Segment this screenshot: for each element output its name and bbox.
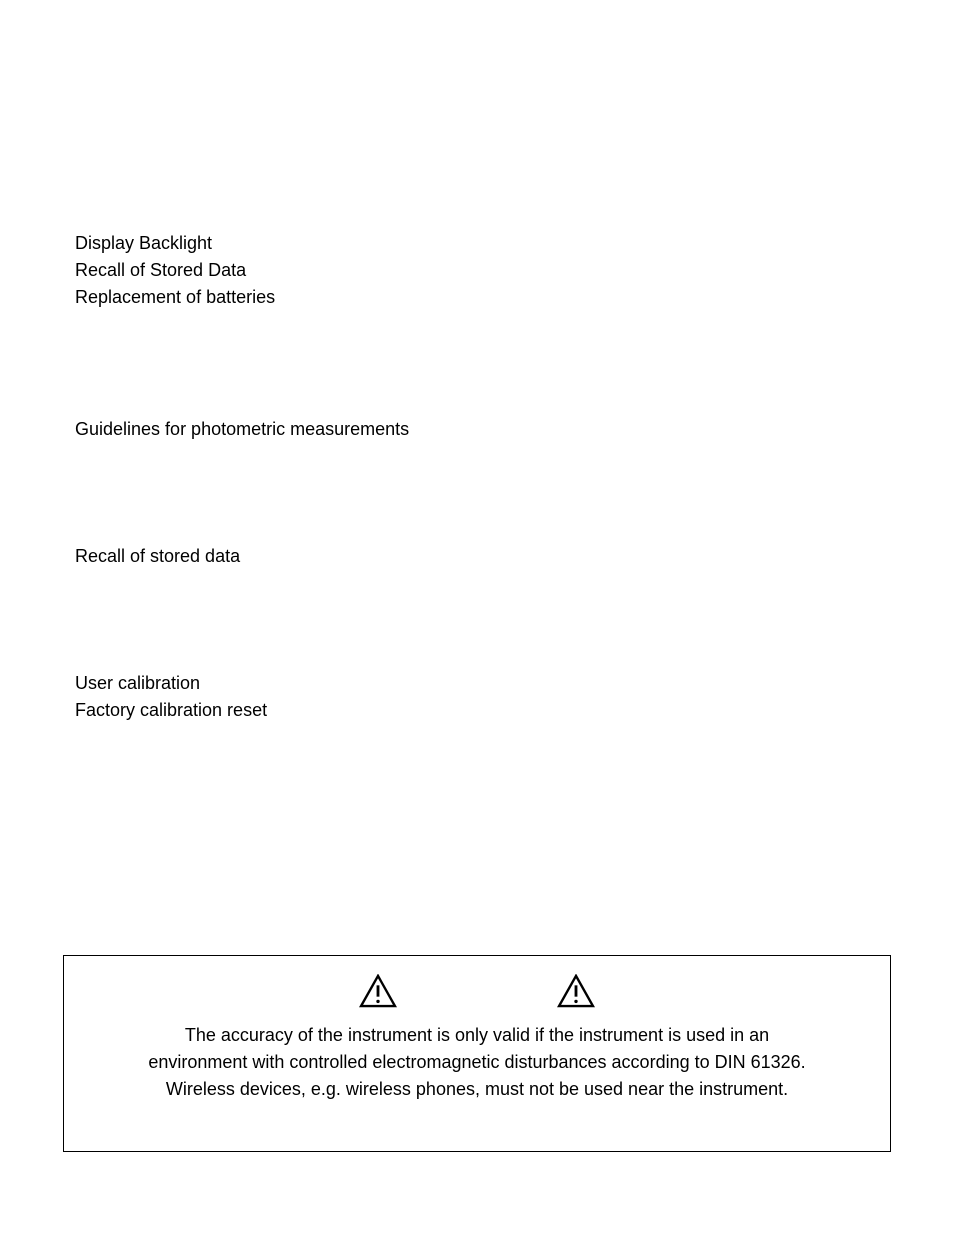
spacer	[75, 570, 879, 670]
spacer	[75, 443, 879, 543]
section-group-3: Recall of stored data	[75, 543, 879, 570]
warning-icon	[359, 974, 397, 1008]
notice-line-1: The accuracy of the instrument is only v…	[114, 1022, 840, 1049]
page-content: Display Backlight Recall of Stored Data …	[0, 0, 954, 724]
section-group-1: Display Backlight Recall of Stored Data …	[75, 230, 879, 311]
notice-line-3: Wireless devices, e.g. wireless phones, …	[114, 1076, 840, 1103]
text-recall-stored-data: Recall of Stored Data	[75, 257, 879, 284]
section-group-4: User calibration Factory calibration res…	[75, 670, 879, 724]
text-guidelines-photometric: Guidelines for photometric measurements	[75, 416, 879, 443]
warning-icon	[557, 974, 595, 1008]
notice-line-2: environment with controlled electromagne…	[114, 1049, 840, 1076]
text-recall-stored-data-2: Recall of stored data	[75, 543, 879, 570]
text-factory-calibration-reset: Factory calibration reset	[75, 697, 879, 724]
text-user-calibration: User calibration	[75, 670, 879, 697]
warning-icons-row	[114, 974, 840, 1008]
text-replacement-batteries: Replacement of batteries	[75, 284, 879, 311]
spacer	[75, 311, 879, 416]
notice-box: The accuracy of the instrument is only v…	[63, 955, 891, 1152]
section-group-2: Guidelines for photometric measurements	[75, 416, 879, 443]
text-display-backlight: Display Backlight	[75, 230, 879, 257]
